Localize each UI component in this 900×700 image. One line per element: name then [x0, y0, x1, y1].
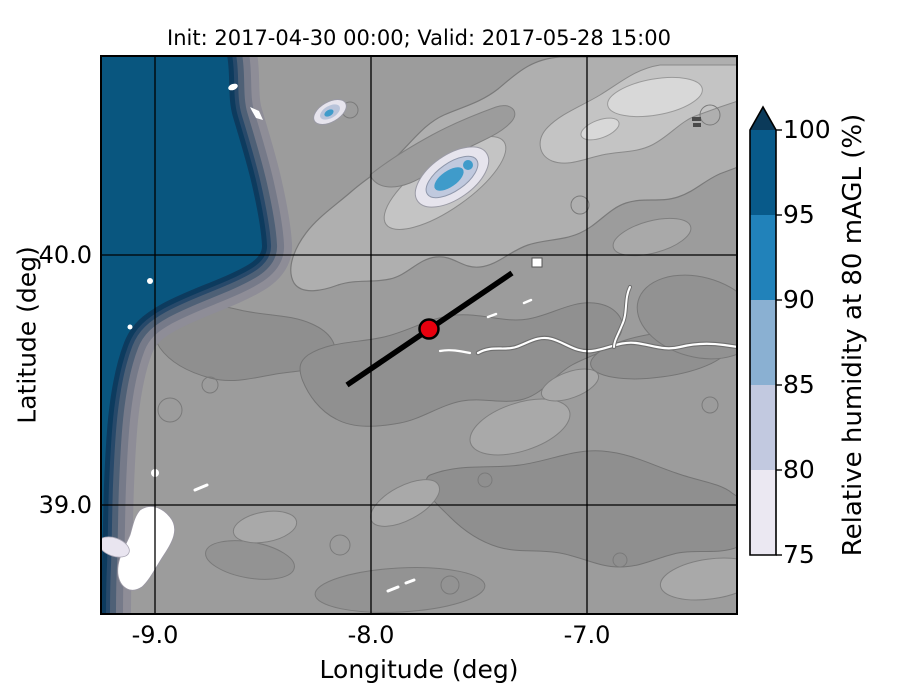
colorbar-axis-label: Relative humidity at 80 mAGL (%): [838, 113, 868, 557]
x-tick-label: -8.0: [347, 621, 395, 649]
mountain-humidity-spots: [313, 99, 490, 208]
colorbar-band: [750, 130, 776, 215]
colorbar-tick-label: 95: [783, 200, 815, 229]
colorbar-band: [750, 470, 776, 555]
y-axis-label: Latitude (deg): [12, 246, 42, 424]
colorbar-tick-label: 75: [783, 540, 815, 569]
colorbar-tick-label: 80: [783, 455, 815, 484]
colorbar-tick-label: 100: [783, 115, 831, 144]
ocean-region: [99, 54, 265, 616]
plot-title: Init: 2017-04-30 00:00; Valid: 2017-05-2…: [167, 26, 671, 50]
x-tick-label: -9.0: [131, 621, 179, 649]
colorbar: [748, 105, 784, 567]
colorbar-canvas: [749, 105, 782, 556]
colorbar-band: [750, 300, 776, 385]
x-axis-label: Longitude (deg): [319, 655, 519, 684]
colorbar-extend-arrow: [750, 107, 776, 130]
colorbar-band: [750, 385, 776, 470]
graticule-gridlines: [100, 55, 738, 615]
station-marker: [418, 318, 440, 340]
colorbar-tick-label: 85: [783, 370, 815, 399]
river-lines: [438, 285, 741, 356]
colorbar-tick-marks: [776, 129, 782, 556]
colorbar-tick-label: 90: [783, 285, 815, 314]
white-patches: [98, 83, 543, 593]
y-tick-label: 40.0: [38, 241, 92, 269]
map-plot-area: [71, 26, 761, 644]
axes-border: [100, 55, 738, 615]
x-tick-label: -7.0: [563, 621, 611, 649]
colorbar-band: [750, 215, 776, 300]
colorbar-outline: [749, 105, 777, 556]
humidity-ocean-fill: [71, 26, 292, 644]
y-tick-label: 39.0: [38, 491, 92, 519]
map-canvas: [71, 26, 761, 644]
